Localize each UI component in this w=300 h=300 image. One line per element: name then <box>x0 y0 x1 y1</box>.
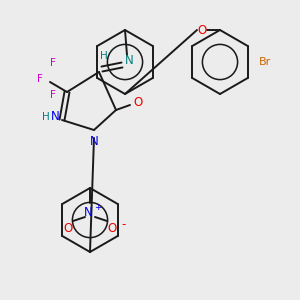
Text: H: H <box>100 51 108 61</box>
Text: N: N <box>84 206 92 220</box>
Text: O: O <box>63 223 73 236</box>
Text: O: O <box>197 23 207 37</box>
Text: F: F <box>37 74 43 84</box>
Text: F: F <box>50 58 56 68</box>
Text: Br: Br <box>259 57 271 67</box>
Text: O: O <box>107 223 117 236</box>
Text: -: - <box>122 218 126 232</box>
Text: F: F <box>50 90 56 100</box>
Text: +: + <box>94 203 102 212</box>
Text: H: H <box>42 112 50 122</box>
Text: N: N <box>51 110 60 124</box>
Text: N: N <box>90 135 98 148</box>
Text: O: O <box>134 95 142 109</box>
Text: N: N <box>124 53 134 67</box>
